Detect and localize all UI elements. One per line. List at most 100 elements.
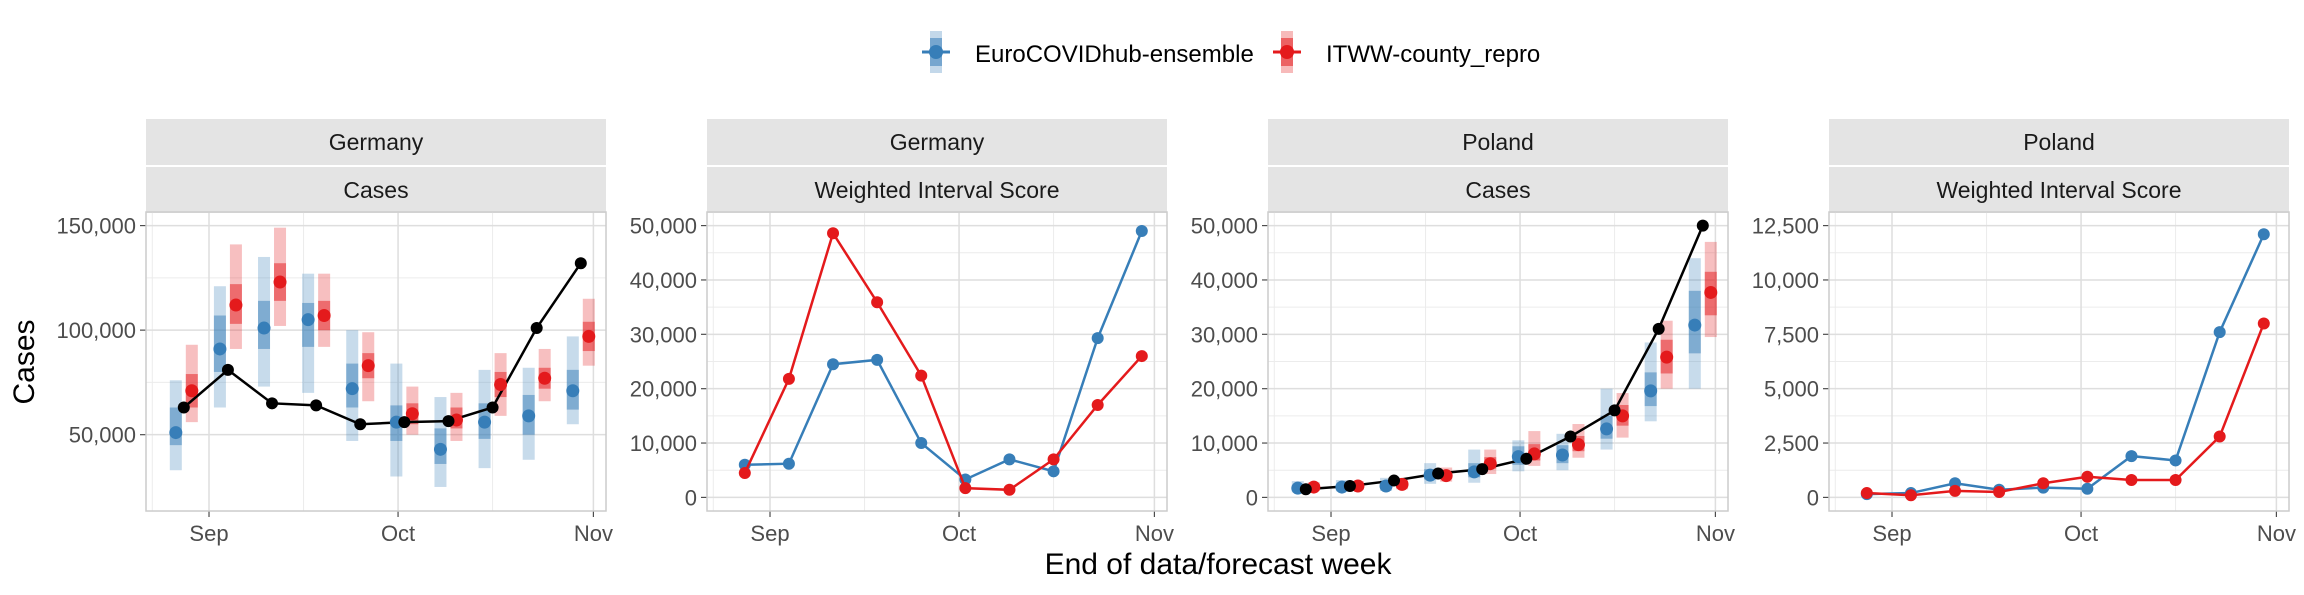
observed-point [486,401,499,414]
score-point [2081,470,2094,483]
score-point [915,369,928,382]
x-tick-label: Nov [1696,521,1735,546]
facet-strip-label: Germany [329,129,424,155]
observed-point [1564,430,1577,443]
panel-border [706,211,1168,512]
facet-strip [146,167,606,213]
score-point [1047,453,1060,466]
median-point [478,415,492,429]
observed-point [1476,463,1489,476]
median-point [317,309,331,322]
x-tick-label: Sep [1872,521,1911,546]
median-point [213,342,227,356]
score-point [1047,465,1060,478]
y-tick-label: 50,000 [630,214,697,239]
facet-strip-label: Weighted Interval Score [814,177,1059,203]
observed-point [221,363,234,376]
observed-point [1520,452,1533,465]
y-tick-label: 30,000 [1191,322,1258,347]
median-point [582,329,596,343]
score-point [871,353,884,366]
median-point [345,382,359,396]
panel-border [1828,211,2290,512]
median-point [257,321,271,335]
x-tick-label: Oct [1503,521,1537,546]
y-tick-label: 10,000 [1191,431,1258,456]
score-point [1949,484,1962,497]
y-tick-label: 50,000 [1191,214,1258,239]
facet-strip [1829,119,2289,165]
score-point [871,296,884,309]
x-axis-title: End of data/forecast week [1045,548,1393,581]
facet-strip-label: Weighted Interval Score [1936,177,2181,203]
score-point [827,227,840,240]
y-tick-label: 20,000 [1191,377,1258,402]
score-point [2213,326,2226,339]
facet-strip-label: Germany [890,129,985,155]
y-tick-label: 0 [1246,485,1258,510]
facet-panels: Germany Cases 50,000 100,000 150,000 Sep Oct No… [56,119,2296,546]
score-point [1860,487,1873,500]
legend-label: EuroCOVIDhub-ensemble [975,41,1254,68]
facet-strip-label: Poland [1462,129,1534,155]
score-point [2257,317,2270,330]
legend-item: ITWW-county_repro [1273,31,1540,73]
observed-line [182,262,582,426]
score-line [1866,233,2265,496]
y-tick-label: 5,000 [1764,377,1819,402]
facet-strip [707,119,1167,165]
score-point [1993,485,2006,498]
median-point [273,275,287,289]
y-tick-label: 20,000 [630,377,697,402]
median-point [1600,422,1614,436]
y-tick-label: 10,000 [1752,268,1819,293]
median-point [405,407,419,421]
observed-point [530,322,543,335]
observed-point [354,418,367,431]
median-point [566,384,580,398]
median-point [185,384,199,398]
legend: EuroCOVIDhub-ensemble ITWW-county_repro [922,31,1540,73]
facet-strip [1268,119,1728,165]
observed-point [1608,404,1621,417]
median-point [494,378,508,391]
x-tick-label: Oct [2064,521,2098,546]
observed-point [177,401,190,414]
observed-point [1388,474,1401,487]
legend-label: ITWW-county_repro [1326,41,1540,68]
observed-point [266,397,279,410]
y-tick-label: 10,000 [630,431,697,456]
x-tick-label: Oct [381,521,415,546]
score-point [2037,477,2050,490]
median-point [229,298,243,312]
x-tick-label: Nov [574,521,613,546]
score-point [915,437,928,450]
score-point [959,482,972,495]
observed-point [1652,322,1665,335]
median-point [1704,285,1718,299]
score-point [1135,225,1148,238]
observed-point [442,415,455,428]
score-point [1003,453,1016,466]
facet-strip [707,167,1167,213]
y-tick-label: 50,000 [69,423,136,448]
median-point [1555,448,1569,462]
panel-border [145,211,607,512]
facet-strip-label: Cases [343,177,408,203]
score-point [2213,430,2226,443]
facet-strip-label: Poland [2023,129,2095,155]
x-tick-label: Nov [1135,521,1174,546]
facet-panel: Poland Weighted Interval Score 0 2,500 5,000… [1752,119,2296,546]
y-axis-title: Cases [8,319,41,404]
x-tick-label: Sep [1311,521,1350,546]
facet-strip [1829,167,2289,213]
score-line [744,230,1143,481]
y-tick-label: 40,000 [630,268,697,293]
y-tick-label: 30,000 [630,322,697,347]
y-tick-label: 0 [1807,485,1819,510]
score-point [827,358,840,371]
y-tick-label: 12,500 [1752,214,1819,239]
y-tick-label: 150,000 [56,214,136,239]
y-tick-label: 2,500 [1764,431,1819,456]
